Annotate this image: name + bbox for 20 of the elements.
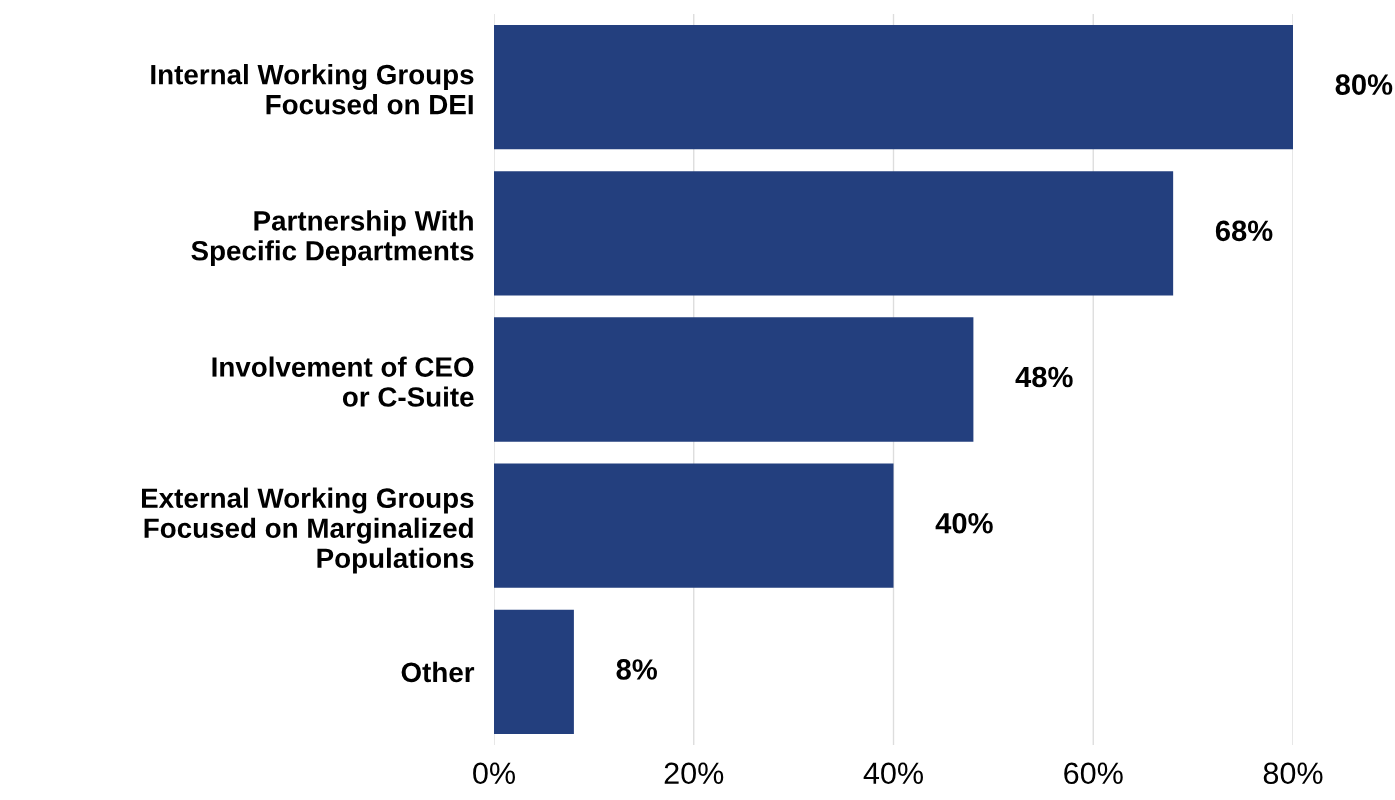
data-label: 8% <box>616 659 657 680</box>
y-tick-label: Involvement of CEO or C-Suite <box>212 356 474 407</box>
bar <box>494 317 974 442</box>
x-tick-label: 60% <box>1064 762 1123 785</box>
data-label: 80% <box>1335 74 1393 95</box>
x-tick-label: 40% <box>863 762 923 785</box>
bar <box>494 609 574 735</box>
data-label: 68% <box>1215 220 1273 242</box>
x-tick-label: 80% <box>1263 762 1323 785</box>
y-tick-label: Internal Working Groups Focused on DEI <box>151 64 474 115</box>
x-tick-label: 20% <box>664 762 724 785</box>
y-tick-label: Other <box>401 661 475 683</box>
bar <box>494 24 1293 150</box>
y-tick-label: Partnership With Specific Departments <box>191 210 474 267</box>
data-label: 48% <box>1015 366 1073 388</box>
bar <box>494 463 894 588</box>
data-label: 40% <box>935 512 993 534</box>
x-tick-label: 0% <box>473 762 515 785</box>
y-tick-label: External Working Groups Focused on Marginalized Populations <box>141 487 474 574</box>
bar <box>494 171 1174 296</box>
